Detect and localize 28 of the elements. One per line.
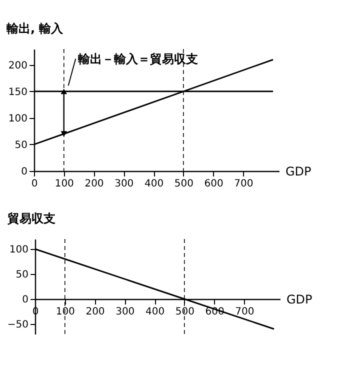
x-tick-label: 200 <box>84 178 104 190</box>
y-tick-label: 150 <box>8 86 28 98</box>
y-tick-label: 50 <box>14 140 28 151</box>
x-tick-label: 700 <box>234 178 254 190</box>
x-tick-label: 300 <box>116 306 135 318</box>
y-tick-label: 100 <box>9 244 28 256</box>
x-tick-label: 500 <box>174 178 194 190</box>
x-tick-label: 200 <box>86 306 105 318</box>
annotation: 輸出－輸入＝貿易収支 <box>77 52 198 66</box>
x-tick-label: 100 <box>54 178 74 190</box>
x-tick-label: 0 <box>31 178 38 190</box>
x-tick-label: 100 <box>56 306 75 318</box>
y-tick-label: 0 <box>22 294 28 306</box>
y-tick-label: 0 <box>21 166 28 178</box>
x-tick-label: 700 <box>235 306 254 318</box>
x-tick-label: 400 <box>144 178 164 190</box>
x-axis-title: GDP <box>286 164 312 178</box>
x-tick-label: 400 <box>145 306 165 318</box>
y-tick-label: 50 <box>16 270 28 280</box>
y-axis-title: 貿易収支 <box>6 212 56 226</box>
x-tick-label: 500 <box>175 306 194 318</box>
y-tick-label: −50 <box>7 320 28 330</box>
y-tick-label: 200 <box>8 60 28 72</box>
x-tick-label: 300 <box>114 178 134 190</box>
y-tick-label: 100 <box>8 113 28 124</box>
x-tick-label: 600 <box>204 178 224 190</box>
y-axis-title: 輸出, 輸入 <box>6 22 64 36</box>
x-axis-title: GDP <box>286 292 312 306</box>
